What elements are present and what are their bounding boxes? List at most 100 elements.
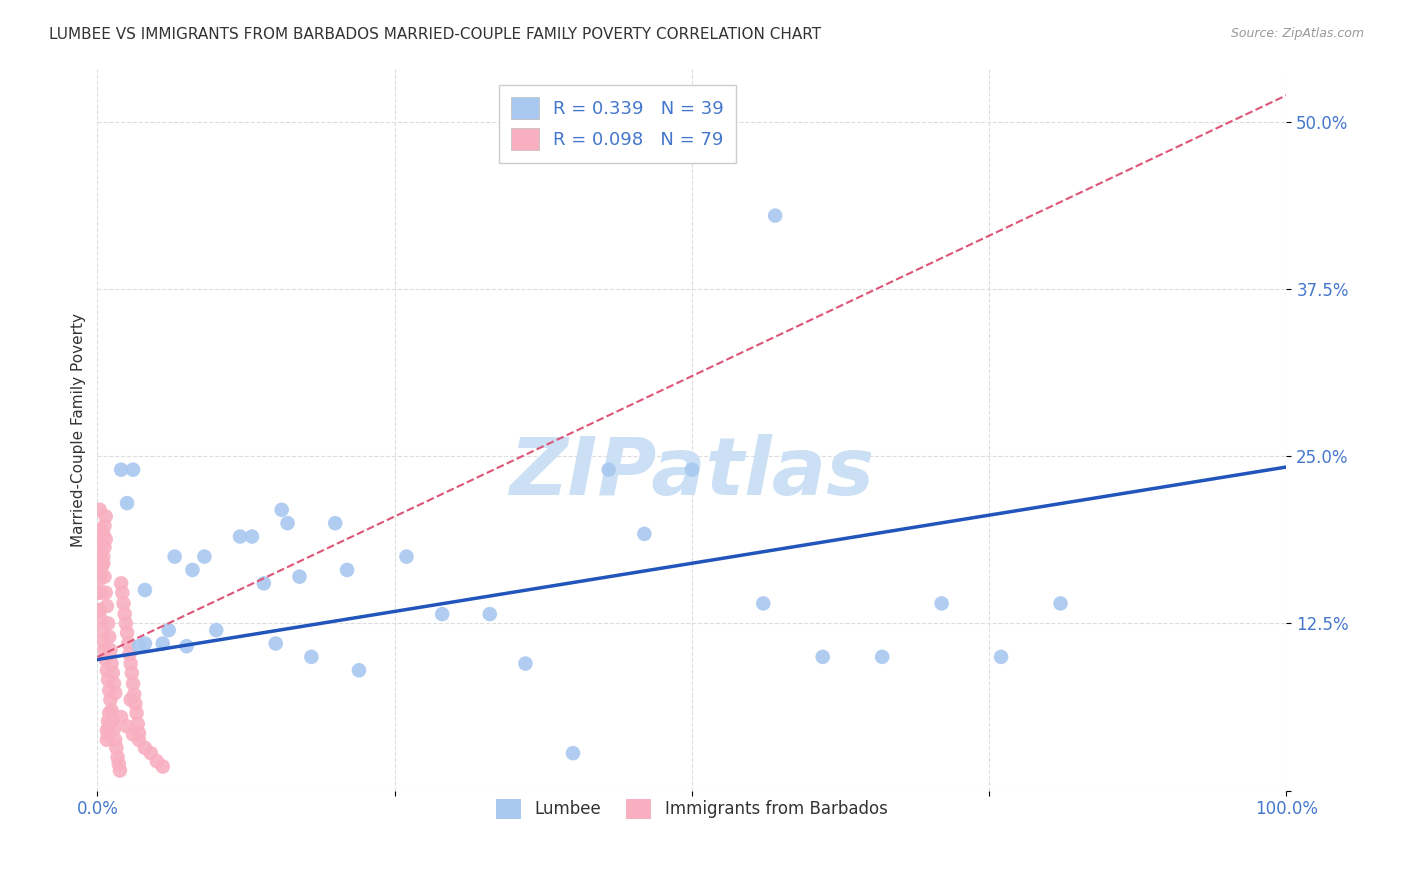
Point xyxy=(118,647,141,661)
Point xyxy=(562,746,585,760)
Point xyxy=(107,750,129,764)
Point xyxy=(91,536,114,550)
Point xyxy=(91,549,114,564)
Point xyxy=(101,713,124,727)
Legend: Lumbee, Immigrants from Barbados: Lumbee, Immigrants from Barbados xyxy=(489,792,894,826)
Point xyxy=(681,463,703,477)
Point xyxy=(93,540,115,554)
Point xyxy=(633,527,655,541)
Point xyxy=(100,643,122,657)
Point xyxy=(103,722,125,736)
Point xyxy=(752,596,775,610)
Point xyxy=(89,603,111,617)
Point xyxy=(89,572,111,586)
Point xyxy=(103,676,125,690)
Text: LUMBEE VS IMMIGRANTS FROM BARBADOS MARRIED-COUPLE FAMILY POVERTY CORRELATION CHA: LUMBEE VS IMMIGRANTS FROM BARBADOS MARRI… xyxy=(49,27,821,42)
Point xyxy=(115,496,138,510)
Point xyxy=(100,692,122,706)
Point xyxy=(347,663,370,677)
Point xyxy=(193,549,215,564)
Point xyxy=(90,585,112,599)
Point xyxy=(91,527,114,541)
Point xyxy=(181,563,204,577)
Point xyxy=(115,625,138,640)
Point xyxy=(87,563,110,577)
Point xyxy=(134,740,156,755)
Point xyxy=(110,463,132,477)
Point xyxy=(870,649,893,664)
Point xyxy=(104,686,127,700)
Point xyxy=(91,633,114,648)
Point xyxy=(96,732,118,747)
Point xyxy=(176,639,198,653)
Point xyxy=(139,746,162,760)
Point xyxy=(89,503,111,517)
Point xyxy=(432,607,454,621)
Point xyxy=(96,723,118,738)
Point xyxy=(121,665,143,680)
Point xyxy=(96,599,118,613)
Point xyxy=(128,726,150,740)
Point xyxy=(94,585,117,599)
Point xyxy=(146,754,169,768)
Point xyxy=(97,673,120,687)
Text: ZIPatlas: ZIPatlas xyxy=(509,434,875,512)
Point xyxy=(598,463,620,477)
Point xyxy=(152,759,174,773)
Point xyxy=(811,649,834,664)
Point xyxy=(87,585,110,599)
Y-axis label: Married-Couple Family Poverty: Married-Couple Family Poverty xyxy=(72,312,86,547)
Point xyxy=(110,710,132,724)
Point xyxy=(115,719,138,733)
Point xyxy=(117,636,139,650)
Point xyxy=(515,657,537,671)
Point xyxy=(253,576,276,591)
Point xyxy=(120,657,142,671)
Point xyxy=(94,509,117,524)
Point xyxy=(93,569,115,583)
Point xyxy=(1049,596,1071,610)
Point xyxy=(93,519,115,533)
Point xyxy=(134,636,156,650)
Point xyxy=(96,663,118,677)
Point xyxy=(110,576,132,591)
Point xyxy=(112,596,135,610)
Point xyxy=(763,209,786,223)
Point xyxy=(89,553,111,567)
Point xyxy=(97,727,120,741)
Point xyxy=(91,536,114,550)
Text: Source: ZipAtlas.com: Source: ZipAtlas.com xyxy=(1230,27,1364,40)
Point xyxy=(288,569,311,583)
Point xyxy=(87,603,110,617)
Point xyxy=(104,732,127,747)
Point xyxy=(124,697,146,711)
Point xyxy=(94,532,117,546)
Point xyxy=(127,716,149,731)
Point xyxy=(91,556,114,570)
Point xyxy=(128,639,150,653)
Point xyxy=(240,529,263,543)
Point xyxy=(98,630,121,644)
Point xyxy=(115,616,138,631)
Point xyxy=(98,706,121,720)
Point xyxy=(299,649,322,664)
Point xyxy=(91,558,114,573)
Point xyxy=(229,529,252,543)
Point xyxy=(98,719,121,733)
Point xyxy=(152,636,174,650)
Point xyxy=(125,706,148,720)
Point xyxy=(90,566,112,581)
Point xyxy=(91,623,114,637)
Point xyxy=(97,616,120,631)
Point xyxy=(111,585,134,599)
Point xyxy=(108,764,131,778)
Point xyxy=(90,612,112,626)
Point xyxy=(157,623,180,637)
Point xyxy=(101,665,124,680)
Point xyxy=(478,607,501,621)
Point xyxy=(134,582,156,597)
Point xyxy=(120,692,142,706)
Point xyxy=(90,523,112,537)
Point xyxy=(122,687,145,701)
Point xyxy=(128,732,150,747)
